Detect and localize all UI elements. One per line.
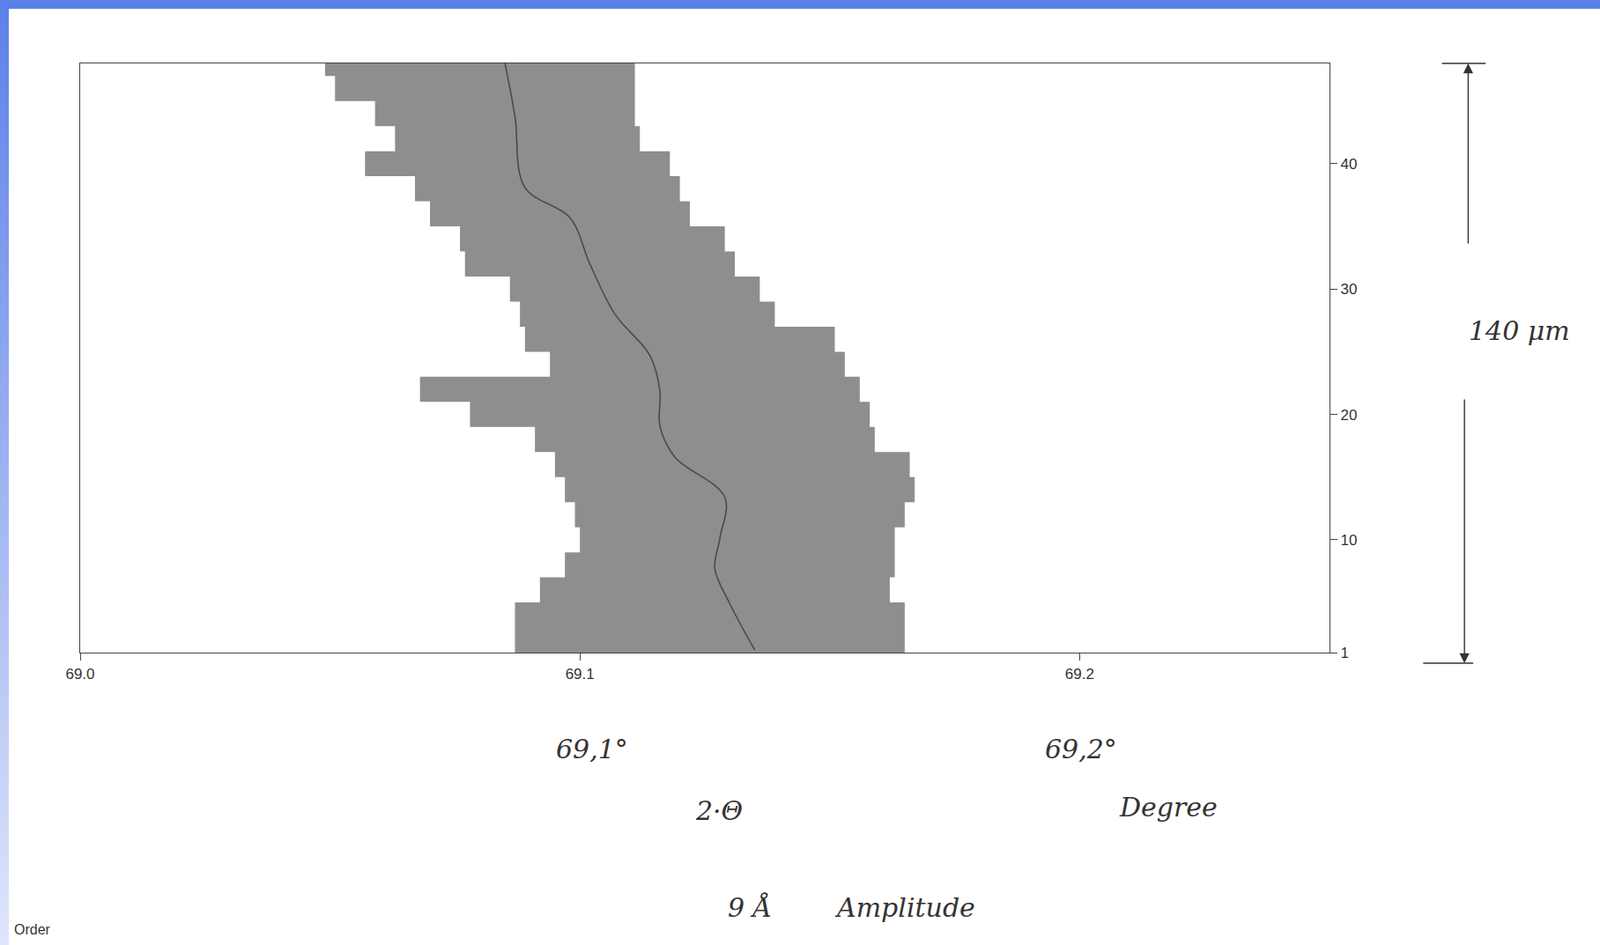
svg-text:2·Θ: 2·Θ xyxy=(695,795,743,827)
svg-text:20: 20 xyxy=(1340,407,1358,424)
svg-text:69.2: 69.2 xyxy=(1065,666,1095,683)
svg-text:Amplitude: Amplitude xyxy=(834,892,976,924)
svg-text:Order: Order xyxy=(14,922,52,938)
svg-text:69.0: 69.0 xyxy=(65,666,95,683)
svg-text:69.1: 69.1 xyxy=(565,666,595,683)
svg-text:69,2°: 69,2° xyxy=(1044,733,1118,765)
svg-text:140 μm: 140 μm xyxy=(1468,315,1571,347)
svg-text:40: 40 xyxy=(1340,155,1358,173)
svg-text:69,1°: 69,1° xyxy=(555,733,629,765)
svg-text:10: 10 xyxy=(1340,532,1358,549)
svg-text:Degree: Degree xyxy=(1118,792,1218,823)
svg-text:9 Å: 9 Å xyxy=(727,892,772,924)
svg-text:1: 1 xyxy=(1340,644,1349,662)
svg-text:30: 30 xyxy=(1340,281,1358,298)
